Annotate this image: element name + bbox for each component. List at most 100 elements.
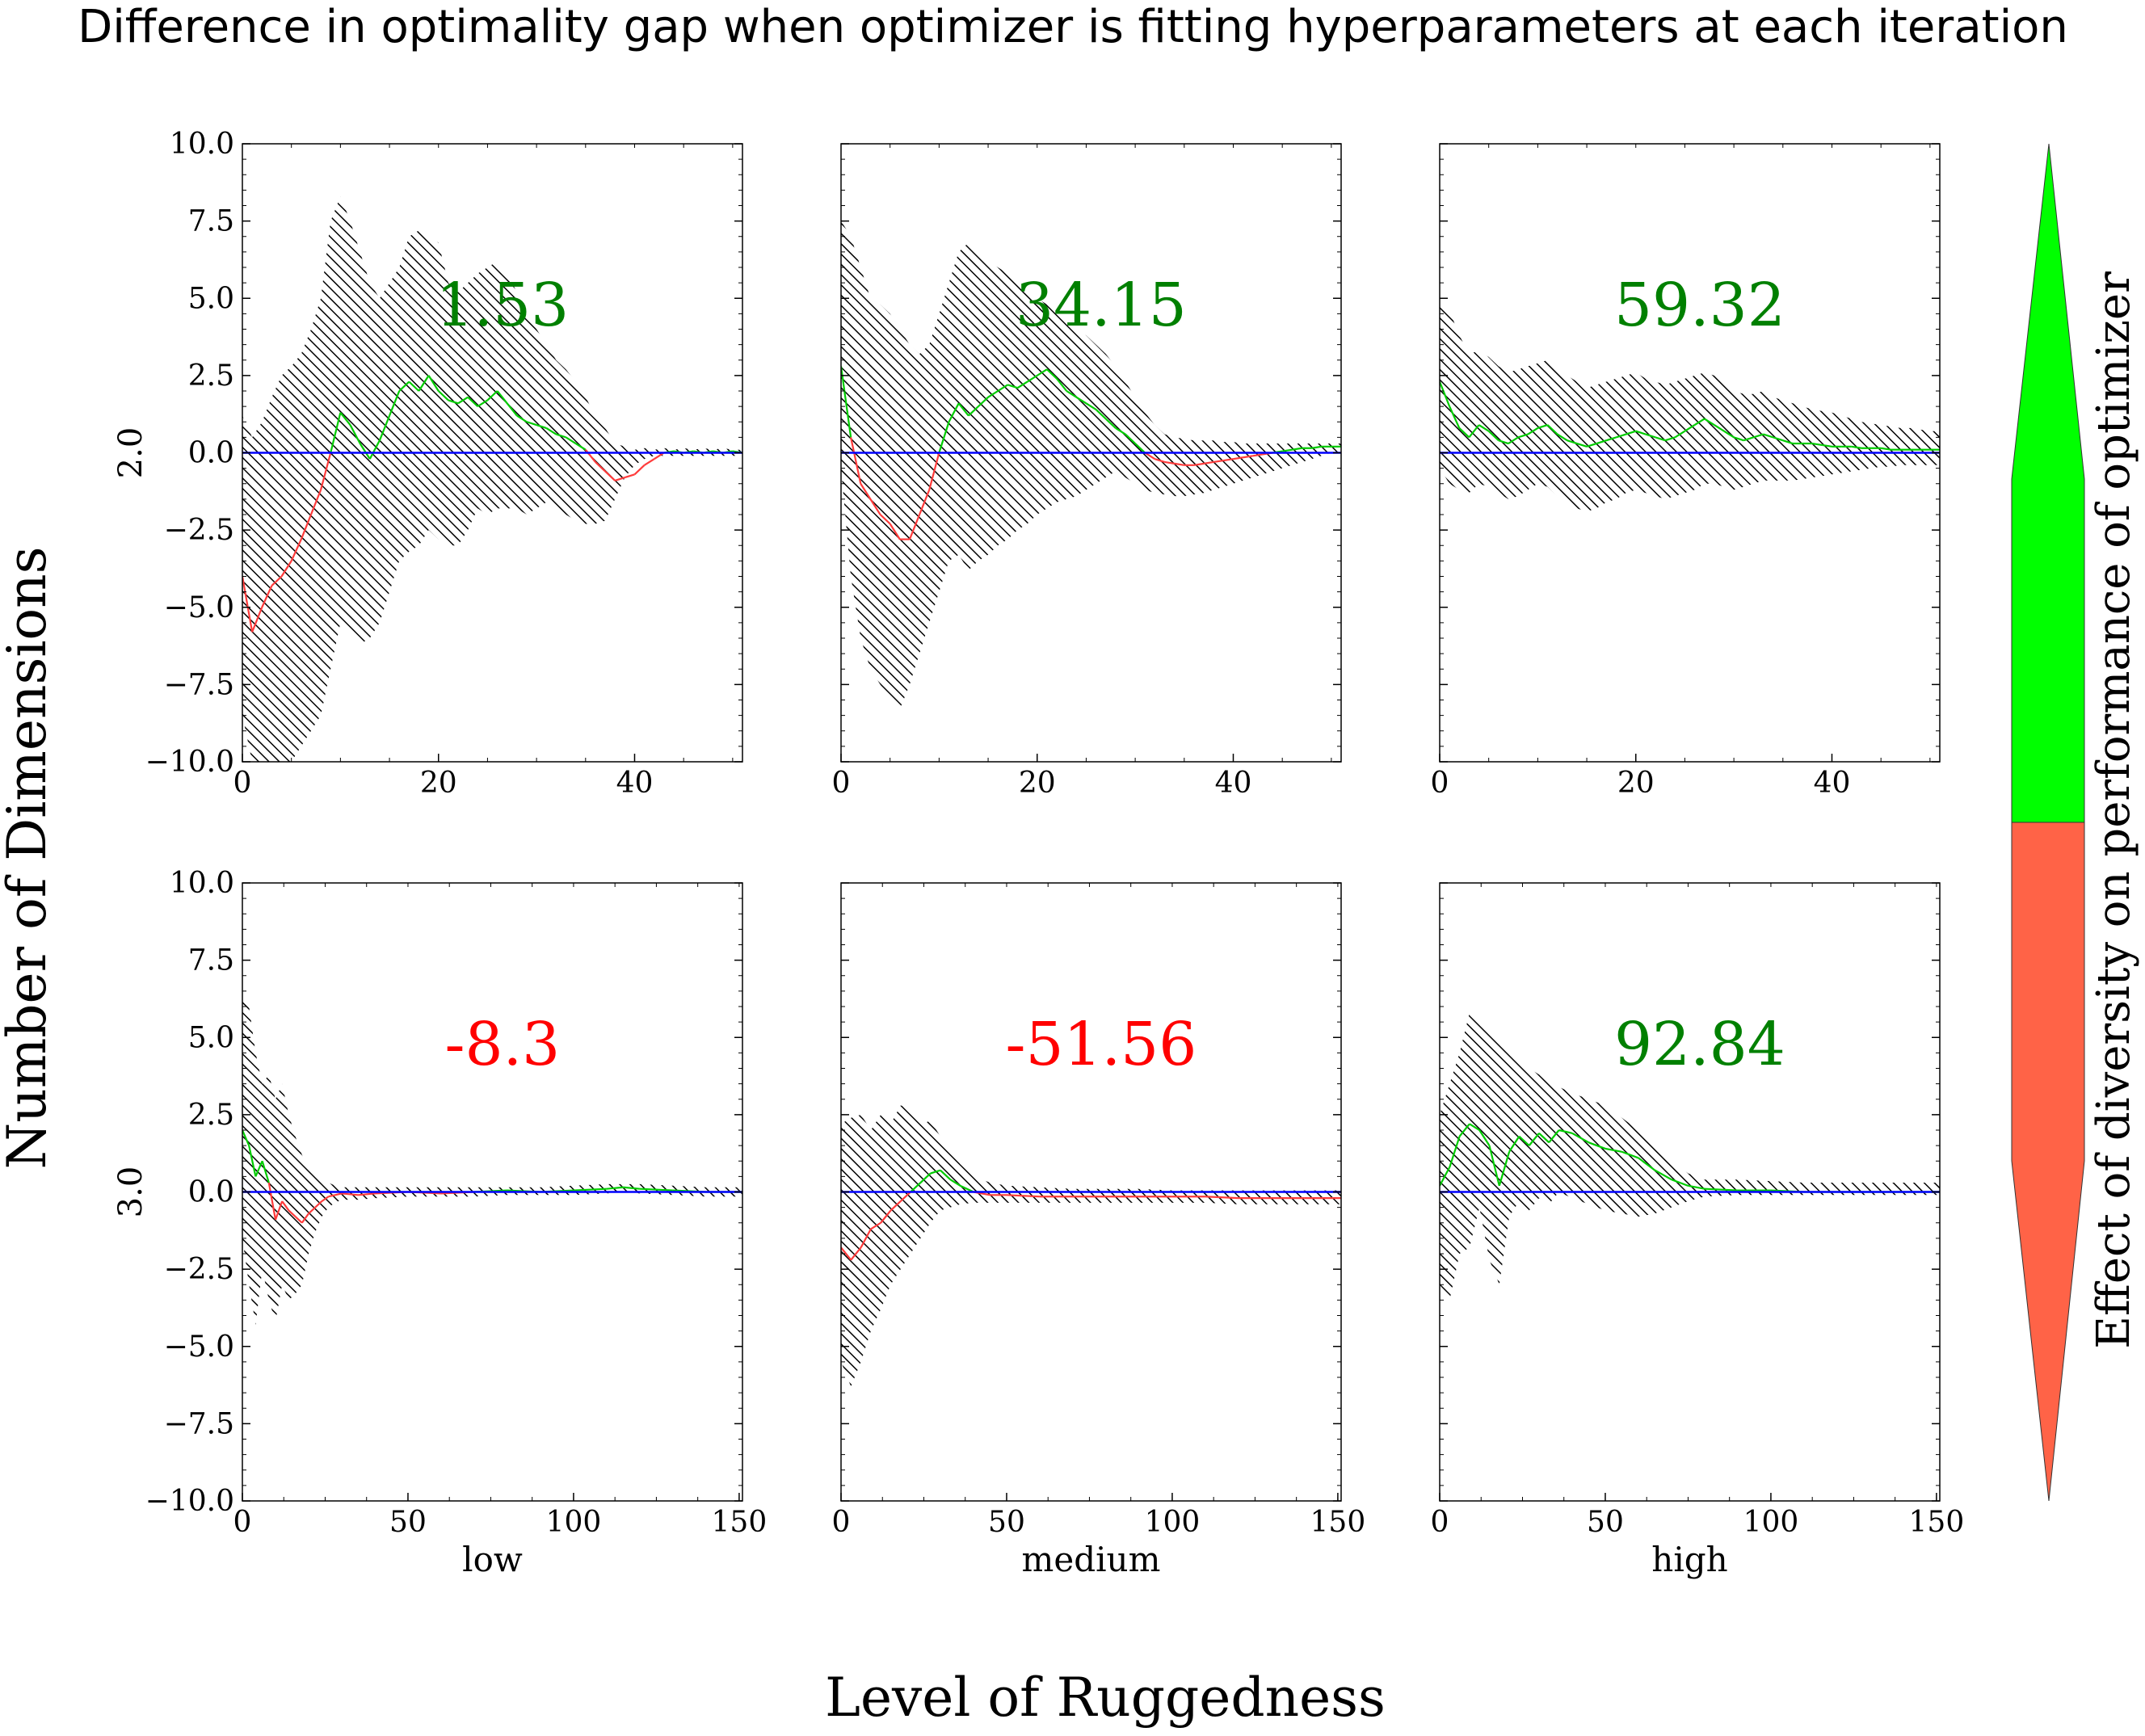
mean-line-segment [321, 1196, 330, 1202]
mean-line-segment [506, 402, 518, 417]
panel-annotation-value: -51.56 [1005, 1010, 1197, 1079]
mean-line-segment [1488, 1145, 1500, 1187]
mean-line-segment [330, 412, 342, 453]
x-tick-label: 20 [1019, 767, 1056, 800]
plot-area [841, 1105, 1341, 1387]
panel-annotation-value: -8.3 [445, 1010, 561, 1079]
mean-line-segment [1498, 439, 1509, 445]
mean-line-segment [1066, 390, 1077, 398]
mean-line-segment [261, 585, 273, 608]
mean-line-segment [1449, 1136, 1461, 1168]
y-tick-label: 10.0 [170, 128, 234, 161]
mean-line-segment [639, 1187, 673, 1192]
mean-line-segment [328, 1194, 336, 1198]
mean-line-segment [457, 396, 469, 405]
mean-line-segment [900, 1191, 911, 1202]
mean-line-segment [1134, 443, 1146, 454]
mean-line-segment [242, 576, 254, 633]
mean-line-segment [1546, 424, 1558, 435]
mean-line-segment [486, 390, 498, 401]
mean-line-segment [1704, 418, 1715, 427]
mean-line-segment [938, 421, 950, 453]
mean-line-segment [516, 414, 528, 423]
mean-line-segment [1046, 368, 1058, 380]
mean-line-segment [556, 433, 566, 439]
y-tick-label: −5.0 [164, 1330, 234, 1364]
mean-line-segment [1016, 380, 1028, 389]
mean-line-segment [1104, 418, 1117, 429]
mean-line-segment [280, 560, 292, 578]
mean-line-segment [358, 1192, 376, 1196]
colorbar: Effect of diversity on performance of op… [2011, 143, 2140, 1502]
mean-line-segment [1537, 424, 1548, 429]
mean-line-segment [1006, 1194, 1041, 1198]
mean-line-segment [644, 458, 655, 466]
mean-line-segment [341, 1192, 359, 1196]
mean-line-segment [1733, 436, 1744, 442]
mean-line-segment [1635, 430, 1647, 435]
mean-line-segment [309, 489, 322, 515]
mean-line-segment [1645, 433, 1656, 439]
mean-line-segment [1753, 433, 1764, 439]
mean-line-segment [1213, 459, 1224, 464]
mean-line-segment [1440, 381, 1451, 407]
mean-line-segment [1538, 1133, 1550, 1144]
x-tick-label: 100 [1145, 1506, 1201, 1539]
mean-line-segment [1782, 439, 1794, 445]
mean-line-segment [308, 1206, 316, 1215]
mean-line-segment [1723, 430, 1735, 439]
y-tick-label: −2.5 [164, 514, 234, 547]
mean-line-segment [1007, 384, 1018, 389]
mean-line-segment [595, 461, 606, 473]
mean-line-segment [614, 477, 625, 481]
mean-line-segment [1626, 430, 1637, 435]
mean-line-segment [248, 1145, 257, 1177]
mean-line-segment [869, 498, 881, 515]
mean-line-segment [389, 390, 401, 417]
mean-line-segment [294, 1216, 303, 1224]
mean-line-segment [1557, 433, 1568, 442]
y-tick-label: −7.5 [164, 668, 234, 701]
mean-line-segment [274, 1200, 284, 1221]
mean-line-segment [1518, 1135, 1530, 1146]
chart-panel-4: 0 50 100 150 −10.0 −7.5 −5.0 −2.5 0.0 2.5 5.0 7.5 10… [112, 867, 767, 1579]
confidence-band [1440, 1012, 1940, 1301]
mean-line-segment [1586, 442, 1597, 448]
mean-line-segment [1037, 368, 1048, 376]
mean-line-segment [1252, 453, 1264, 457]
mean-line-segment [1164, 460, 1175, 464]
colorbar-positive-region [2011, 143, 2085, 823]
mean-line-segment [1243, 455, 1253, 459]
mean-line-segment [320, 452, 332, 490]
mean-line-segment [870, 1221, 881, 1230]
plot-area [242, 997, 742, 1325]
confidence-band [841, 221, 1341, 710]
mean-line-segment [949, 1179, 961, 1187]
confidence-band [841, 1105, 1341, 1387]
y-tick-label: 2.5 [188, 359, 234, 393]
x-tick-label: 0 [832, 1506, 851, 1539]
mean-line-segment [1292, 447, 1302, 451]
mean-line-segment [930, 1169, 941, 1175]
mean-line-segment [1469, 1123, 1480, 1131]
mean-line-segment [334, 1192, 343, 1196]
mean-line-segment [1664, 436, 1676, 442]
mean-line-segment [1812, 442, 1823, 447]
mean-line-segment [1095, 409, 1107, 420]
mean-line-segment [625, 473, 635, 479]
x-tick-label: 0 [1431, 767, 1449, 800]
mean-line-segment [860, 483, 872, 500]
plot-area [242, 196, 742, 762]
mean-line-segment [1688, 1184, 1705, 1190]
mean-line-segment [1440, 1166, 1451, 1187]
mean-line-segment [1478, 424, 1490, 432]
x-tick-label: 100 [1743, 1506, 1799, 1539]
chart-panel-6: 0 50 100 150 high 92.84 [1431, 882, 1964, 1579]
mean-line-segment [1528, 1133, 1540, 1146]
x-tick-label: 20 [420, 767, 457, 800]
chart-panel-3: 0 20 40 59.32 [1431, 143, 1941, 800]
colorbar-label: Effect of diversity on performance of op… [2088, 271, 2140, 1349]
mean-line-segment [1704, 1187, 1738, 1192]
y-tick-label: 2.5 [188, 1099, 234, 1132]
column-label: high [1651, 1540, 1727, 1579]
